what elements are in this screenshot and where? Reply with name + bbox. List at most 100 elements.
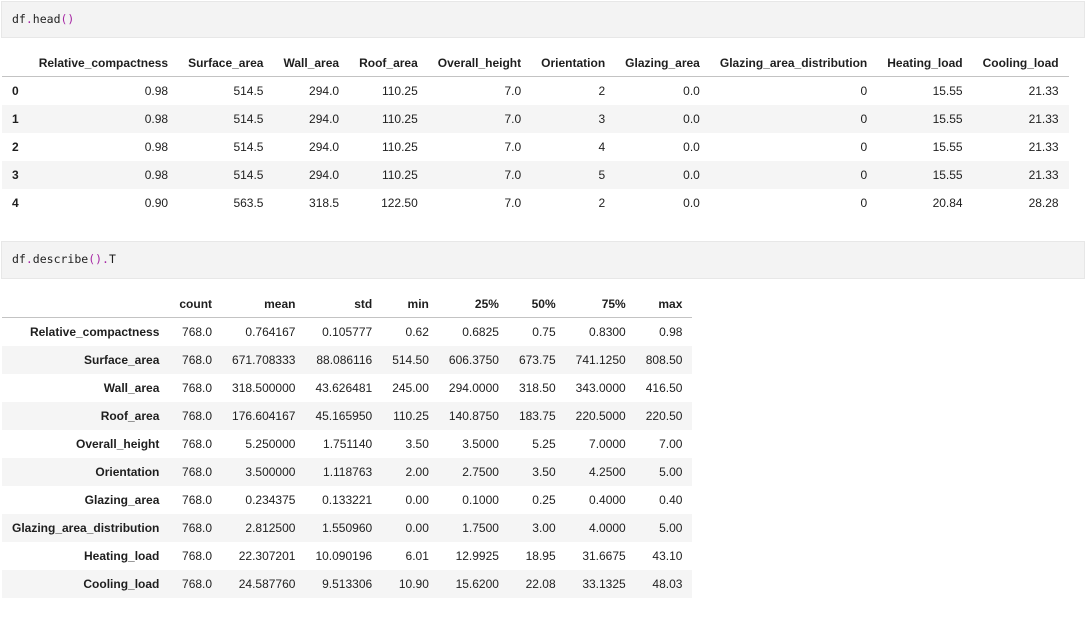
table-cell: 0.133221: [322, 492, 373, 507]
table-cell: 768.0: [182, 324, 213, 339]
column-header: Wall_area: [273, 51, 350, 78]
code-punctuation: .: [25, 12, 33, 26]
table-cell: 5.00: [659, 464, 683, 479]
notebook-page: df.head() Relative_compactness Surface_ar…: [0, 1, 1087, 598]
table-row: 4 0.90 563.5 318.5 122.50 7.0 2 0.0 0 20.84 28.28: [2, 189, 1069, 217]
table-cell: 220.50: [645, 408, 683, 423]
table-cell: 294.0: [309, 168, 340, 183]
table-cell: 4: [598, 140, 606, 155]
table-cell: 220.5000: [575, 408, 626, 423]
table-cell: 7.0: [504, 168, 522, 183]
cell-output-1: Relative_compactness Surface_area Wall_are…: [0, 51, 1087, 217]
column-header: Roof_area: [349, 51, 428, 78]
table-cell: 0.105777: [322, 324, 373, 339]
table-cell: 741.1250: [575, 352, 626, 367]
column-header: Overall_height: [427, 51, 532, 78]
column-header: 25%: [438, 291, 509, 318]
table-row: Surface_area 768.0 671.708333 88.086116 514.…: [2, 345, 693, 374]
table-cell: 768.0: [182, 576, 213, 591]
table-cell: 3.500000: [245, 464, 296, 479]
table-cell: 0.75: [532, 324, 556, 339]
table-cell: 110.25: [381, 84, 418, 99]
table-cell: 0: [860, 112, 868, 127]
table-cell: 514.50: [392, 352, 429, 367]
table-cell: 20.84: [932, 196, 963, 211]
table-cell: 0.25: [532, 492, 556, 507]
table-cell: 294.0000: [448, 380, 499, 395]
table-cell: 183.75: [518, 408, 556, 423]
table-cell: 31.6675: [582, 548, 626, 563]
table-cell: 671.708333: [232, 352, 296, 367]
table-cell: 22.307201: [238, 548, 296, 563]
dataframe-describe-table: count mean std min 25% 50% 75% max Relative_comp…: [2, 291, 693, 598]
table-cell: 5.25: [532, 436, 556, 451]
table-row: Wall_area 768.0 318.500000 43.626481 245.00 2…: [2, 374, 692, 402]
table-cell: 1.118763: [323, 464, 373, 479]
table-cell: 7.0: [504, 140, 522, 155]
table-cell: 0: [860, 84, 868, 99]
table-cell: 122.50: [381, 196, 418, 211]
table-row: Relative_compactness 768.0 0.764167 0.10577…: [2, 317, 692, 346]
table-row: 3 0.98 514.5 294.0 110.25 7.0 5 0.0 0 15.55 21.33: [2, 161, 1069, 190]
table-cell: 0: [860, 140, 868, 155]
column-header: max: [635, 291, 693, 318]
table-cell: 0.98: [659, 324, 683, 339]
table-cell: 5.00: [659, 520, 683, 535]
table-cell: 294.0: [309, 112, 340, 127]
code-punctuation: (): [60, 12, 75, 26]
table-cell: 0.6825: [462, 324, 499, 339]
code-cell-input-2[interactable]: df.describe().T: [1, 241, 1085, 279]
table-row: Heating_load 768.0 22.307201 10.090196 6.01 1…: [2, 542, 692, 570]
column-header: Orientation: [531, 51, 616, 78]
table-cell: 7.0000: [589, 436, 626, 451]
table-cell: 514.5: [233, 168, 264, 183]
table-cell: 21.33: [1028, 112, 1059, 127]
table-cell: 6.01: [405, 548, 429, 563]
table-cell: 0.00: [405, 520, 429, 535]
table-cell: 7.00: [659, 436, 683, 451]
index-corner-cell: [2, 291, 170, 318]
table-cell: 1.550960: [322, 520, 373, 535]
row-index: Glazing_area_distribution: [12, 520, 160, 535]
table-cell: 768.0: [182, 408, 213, 423]
table-cell: 245.00: [392, 380, 429, 395]
row-index: Surface_area: [83, 352, 160, 367]
code-cell-input-1[interactable]: df.head(): [1, 1, 1085, 39]
table-cell: 514.5: [233, 112, 264, 127]
table-cell: 9.513306: [322, 576, 373, 591]
table-cell: 21.33: [1028, 140, 1059, 155]
table-cell: 5.250000: [245, 436, 296, 451]
row-index: 0: [12, 84, 19, 99]
table-cell: 0.0: [683, 140, 700, 155]
table-cell: 0.1000: [462, 492, 499, 507]
table-cell: 0.98: [144, 112, 169, 127]
table-cell: 176.604167: [232, 408, 296, 423]
table-cell: 2.00: [405, 464, 429, 479]
table-cell: 15.55: [932, 140, 963, 155]
column-header: mean: [222, 291, 306, 318]
column-header: Cooling_load: [972, 51, 1069, 78]
table-cell: 7.0: [504, 84, 522, 99]
table-cell: 2.812500: [245, 520, 296, 535]
table-cell: 43.10: [652, 548, 683, 563]
table-cell: 0: [860, 196, 868, 211]
table-cell: 0.8300: [589, 324, 626, 339]
code-punctuation: ().: [88, 252, 109, 267]
row-index: 2: [12, 140, 19, 155]
table-cell: 318.50: [518, 380, 556, 395]
table-cell: 0.0: [683, 168, 700, 183]
table-cell: 48.03: [652, 576, 683, 591]
table-row: 2 0.98 514.5 294.0 110.25 7.0 4 0.0 0 15.55 21.33: [2, 133, 1069, 161]
column-header: std: [305, 291, 383, 318]
table-cell: 24.587760: [238, 576, 296, 591]
table-cell: 514.5: [233, 84, 264, 99]
index-corner-cell: [2, 51, 29, 78]
table-row: Glazing_area 768.0 0.234375 0.133221 0.00 0.1…: [2, 486, 692, 514]
table-cell: 15.55: [932, 112, 963, 127]
table-row: Overall_height 768.0 5.250000 1.751140 3.50 3…: [2, 430, 692, 458]
table-cell: 2: [598, 196, 606, 211]
column-header: Relative_compactness: [28, 51, 179, 78]
table-cell: 110.25: [381, 140, 418, 155]
table-cell: 28.28: [1028, 196, 1059, 211]
table-cell: 768.0: [182, 492, 213, 507]
